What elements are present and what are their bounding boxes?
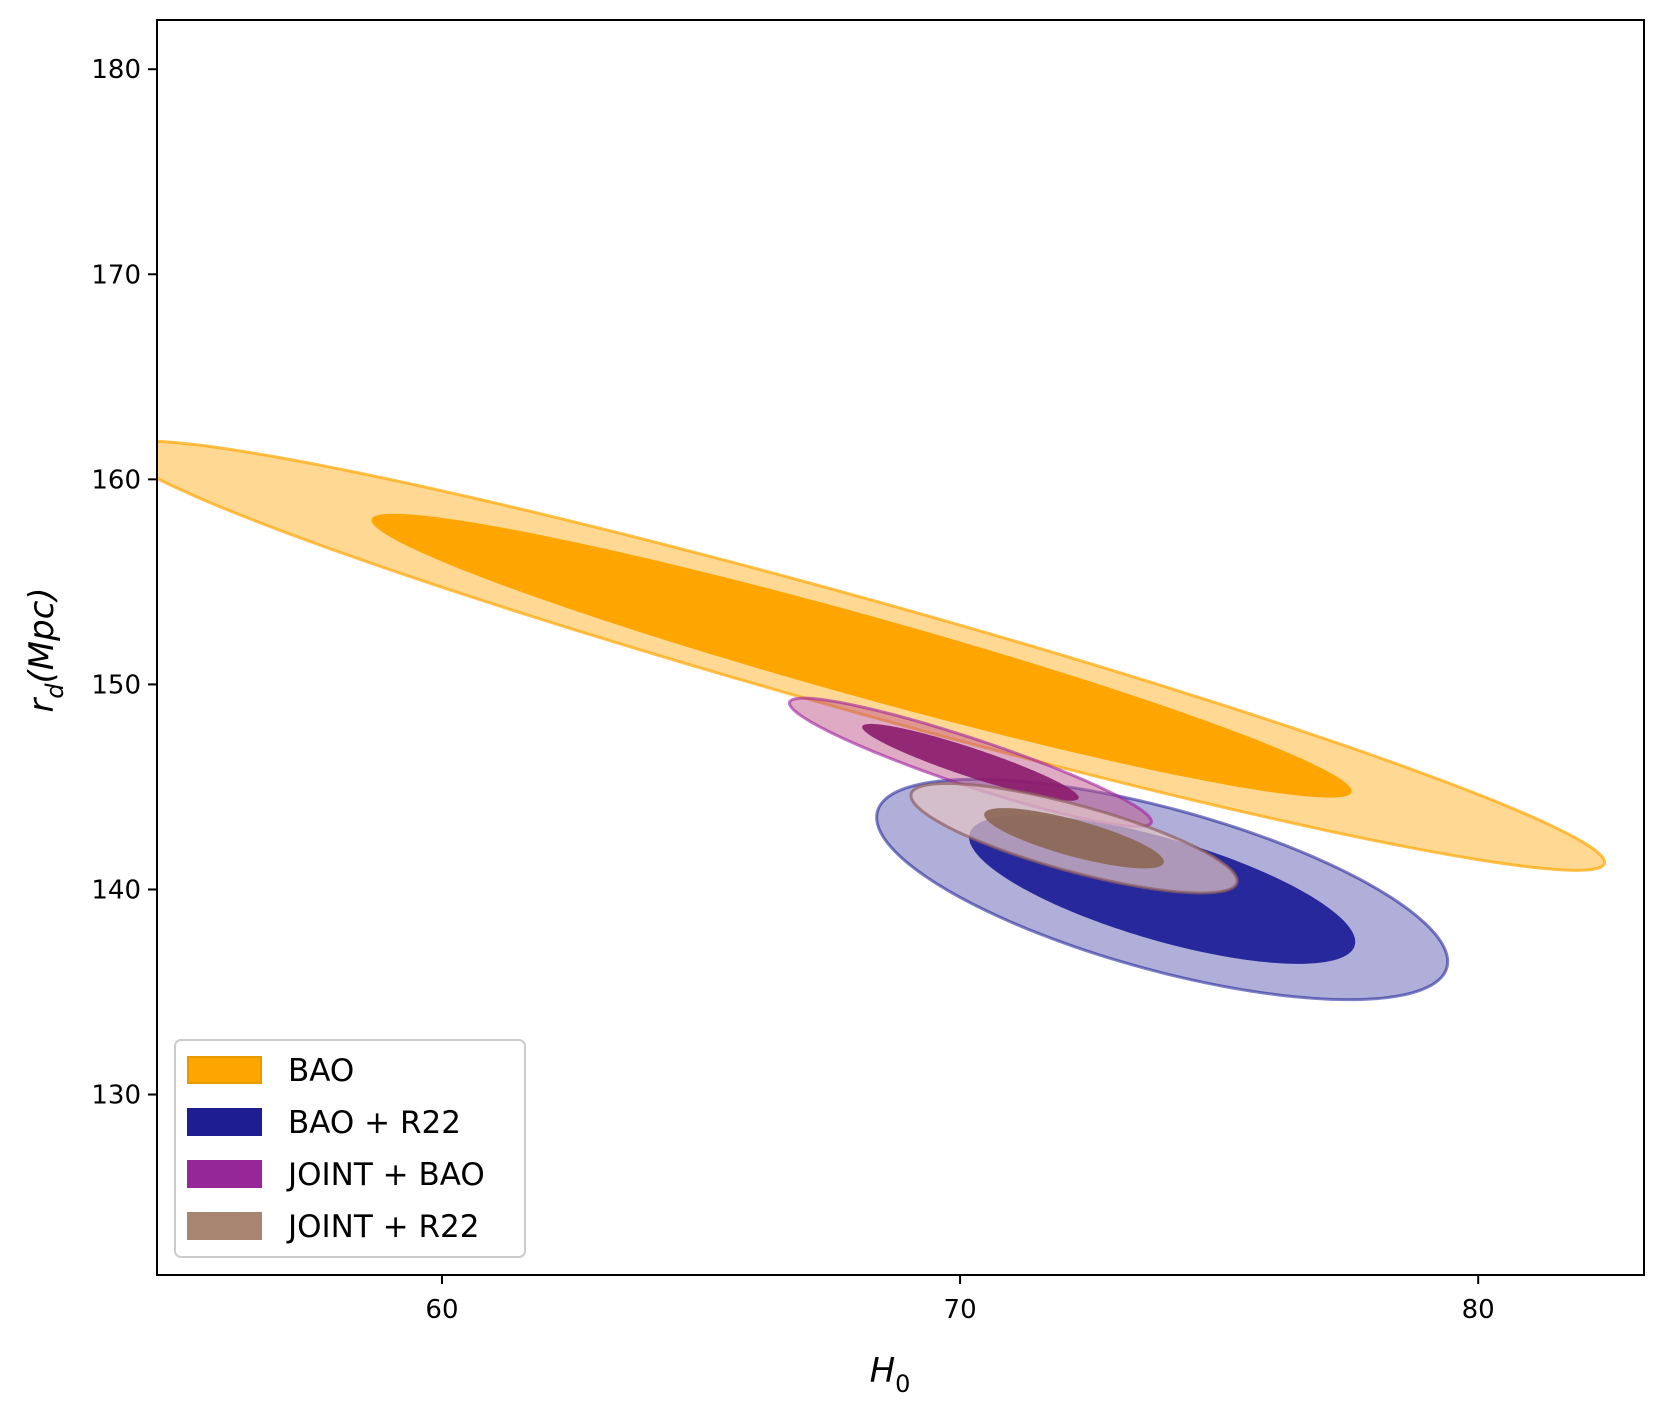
- legend-swatch-bao: [187, 1056, 262, 1084]
- legend-box: [174, 1039, 526, 1258]
- plot-frame: [156, 19, 1645, 1276]
- legend-label-bao-r22: BAO + R22: [288, 1105, 461, 1141]
- x-axis-ticks: 60 70 80: [425, 1275, 1495, 1325]
- x-axis-label-subscript: 0: [895, 1370, 910, 1398]
- y-tick-label: 170: [91, 260, 141, 290]
- x-tick-label: 80: [1462, 1295, 1495, 1325]
- legend-swatch-joint-bao: [187, 1160, 262, 1188]
- legend-label-bao: BAO: [288, 1053, 354, 1089]
- x-tick-label: 60: [425, 1295, 458, 1325]
- bao-inner-contour: [371, 513, 1352, 798]
- legend: BAO BAO + R22 JOINT + BAO JOINT + R22: [174, 1039, 526, 1258]
- legend-label-joint-bao: JOINT + BAO: [286, 1157, 485, 1193]
- y-axis-label-subscript: d: [41, 683, 69, 699]
- x-tick-label: 70: [944, 1295, 977, 1325]
- y-axis-label: rd(Mpc): [22, 587, 69, 712]
- legend-swatch-joint-r22: [187, 1212, 262, 1240]
- joint-r22-inner-contour: [984, 808, 1164, 869]
- legend-label-joint-r22: JOINT + R22: [286, 1209, 479, 1245]
- y-axis-label-units: (Mpc): [22, 587, 62, 683]
- y-tick-label: 180: [91, 55, 141, 85]
- joint-bao-inner-contour: [862, 723, 1079, 801]
- y-tick-label: 140: [91, 875, 141, 905]
- y-axis-ticks: 130 140 150 160 170 180: [91, 55, 157, 1111]
- legend-swatch-bao-r22: [187, 1108, 262, 1136]
- contour-layer: [157, 439, 1607, 1002]
- y-tick-label: 160: [91, 465, 141, 495]
- x-axis-label: H0: [870, 1351, 911, 1398]
- y-tick-label: 130: [91, 1081, 141, 1111]
- y-tick-label: 150: [91, 670, 141, 700]
